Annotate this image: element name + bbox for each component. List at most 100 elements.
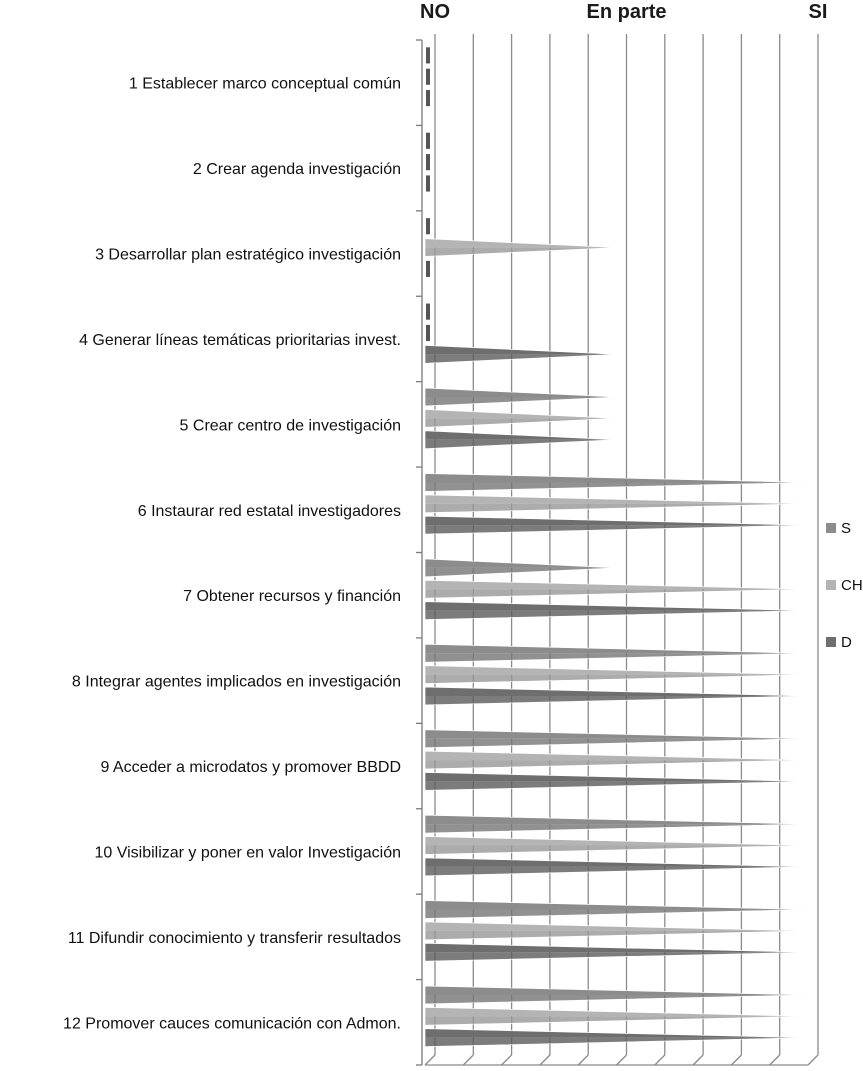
cone-outline bbox=[424, 601, 809, 620]
cone-s bbox=[424, 473, 809, 492]
cone-d bbox=[424, 515, 809, 535]
cone-d bbox=[424, 857, 809, 877]
cone-outline bbox=[424, 729, 809, 749]
legend-swatch-s bbox=[826, 523, 836, 533]
legend: S CH D bbox=[826, 520, 863, 651]
data-cones bbox=[424, 47, 809, 1047]
cone-outline bbox=[424, 494, 809, 514]
cone-ch-zero bbox=[426, 154, 430, 171]
legend-swatch-d bbox=[826, 637, 836, 647]
cone-s-zero bbox=[426, 303, 430, 320]
category-label: 6 Instaurar red estatal investigadores bbox=[138, 503, 401, 520]
cone-outline bbox=[424, 814, 809, 834]
category-label: 11 Difundir conocimiento y transferir re… bbox=[68, 930, 401, 947]
cone-ch bbox=[424, 409, 617, 428]
cone-ch-zero bbox=[426, 68, 430, 85]
cone-d bbox=[424, 942, 809, 962]
cone-ch bbox=[424, 238, 617, 257]
gridline-floor-edge bbox=[807, 1054, 819, 1066]
cone-ch bbox=[424, 921, 809, 941]
cone-outline bbox=[424, 857, 809, 877]
cone-s bbox=[424, 900, 809, 919]
cone-outline bbox=[424, 430, 617, 450]
cone-outline bbox=[424, 836, 809, 855]
cone-s bbox=[424, 729, 809, 749]
cone-outline bbox=[424, 643, 809, 663]
cone-outline bbox=[424, 387, 617, 407]
cone-outline bbox=[424, 900, 809, 919]
cone-outline bbox=[424, 409, 617, 428]
gridline-floor-edge bbox=[462, 1054, 474, 1066]
gridline-floor-edge bbox=[539, 1054, 551, 1066]
cone-s bbox=[424, 814, 809, 834]
legend-label-s: S bbox=[841, 520, 851, 537]
cone-ch bbox=[424, 494, 809, 514]
legend-swatch-ch bbox=[826, 580, 836, 590]
category-label: 10 Visibilizar y poner en valor Investig… bbox=[94, 844, 401, 861]
category-label: 8 Integrar agentes implicados en investi… bbox=[72, 674, 401, 691]
cone-outline bbox=[424, 579, 809, 599]
gridline-floor-edge bbox=[424, 1054, 436, 1066]
value-tick-label: SI bbox=[809, 1, 828, 23]
cone-d bbox=[424, 686, 809, 706]
cone-outline bbox=[424, 942, 809, 962]
cone-d bbox=[424, 772, 809, 791]
cone-s-zero bbox=[426, 47, 430, 64]
category-axis bbox=[416, 39, 423, 1066]
legend-label-ch: CH bbox=[841, 577, 863, 594]
cone-s-zero bbox=[426, 132, 430, 149]
category-label: 12 Promover cauces comunicación con Admo… bbox=[63, 1015, 401, 1032]
cone-s bbox=[424, 387, 617, 407]
category-label: 4 Generar líneas temáticas prioritarias … bbox=[79, 332, 401, 349]
cone-outline bbox=[424, 1028, 809, 1047]
cone-s-zero bbox=[426, 218, 430, 235]
cone-ch bbox=[424, 750, 809, 770]
cone-ch-zero bbox=[426, 324, 430, 342]
category-label: 9 Acceder a microdatos y promover BBDD bbox=[100, 759, 401, 776]
gridlines bbox=[424, 34, 819, 1066]
cone-d bbox=[424, 601, 809, 620]
cone-s bbox=[424, 558, 617, 578]
cone-outline bbox=[424, 985, 809, 1005]
category-label: 7 Obtener recursos y financión bbox=[183, 588, 401, 605]
cone-d bbox=[424, 1028, 809, 1047]
cone-outline bbox=[424, 750, 809, 770]
gridline-floor-edge bbox=[501, 1054, 513, 1066]
cone-outline bbox=[424, 344, 617, 364]
cone-outline bbox=[424, 686, 809, 706]
cone-outline bbox=[424, 558, 617, 578]
cone-outline bbox=[424, 473, 809, 492]
cone-d-zero bbox=[426, 175, 430, 192]
cone-ch bbox=[424, 579, 809, 599]
gridline-floor-edge bbox=[654, 1054, 666, 1066]
value-tick-label: NO bbox=[420, 1, 450, 23]
cone-ch bbox=[424, 836, 809, 855]
cone-outline bbox=[424, 921, 809, 941]
value-axis-labels: NO En parte SI bbox=[420, 1, 827, 23]
cone-outline bbox=[424, 515, 809, 535]
gridline-floor-edge bbox=[730, 1054, 742, 1066]
value-tick-label: En parte bbox=[586, 1, 666, 23]
cone-outline bbox=[424, 665, 809, 684]
cone-d-zero bbox=[426, 260, 430, 277]
cone-s bbox=[424, 643, 809, 663]
cone-d bbox=[424, 430, 617, 450]
cone-outline bbox=[424, 238, 617, 257]
cone-outline bbox=[424, 772, 809, 791]
category-label: 2 Crear agenda investigación bbox=[193, 161, 401, 178]
gridline-floor-edge bbox=[577, 1054, 589, 1066]
gridline-floor-edge bbox=[616, 1054, 627, 1066]
category-label: 5 Crear centro de investigación bbox=[180, 417, 401, 434]
cone-d bbox=[424, 344, 617, 364]
category-label: 1 Establecer marco conceptual común bbox=[129, 76, 401, 93]
gridline-floor-edge bbox=[769, 1054, 781, 1066]
category-label: 3 Desarrollar plan estratégico investiga… bbox=[95, 247, 401, 264]
cone-d-zero bbox=[426, 90, 430, 107]
cone-ch bbox=[424, 665, 809, 684]
gridline-floor-edge bbox=[692, 1054, 704, 1066]
legend-label-d: D bbox=[841, 634, 852, 651]
cone-ch bbox=[424, 1006, 809, 1026]
cone-outline bbox=[424, 1006, 809, 1026]
category-labels: 1 Establecer marco conceptual común 2 Cre… bbox=[63, 76, 401, 1033]
